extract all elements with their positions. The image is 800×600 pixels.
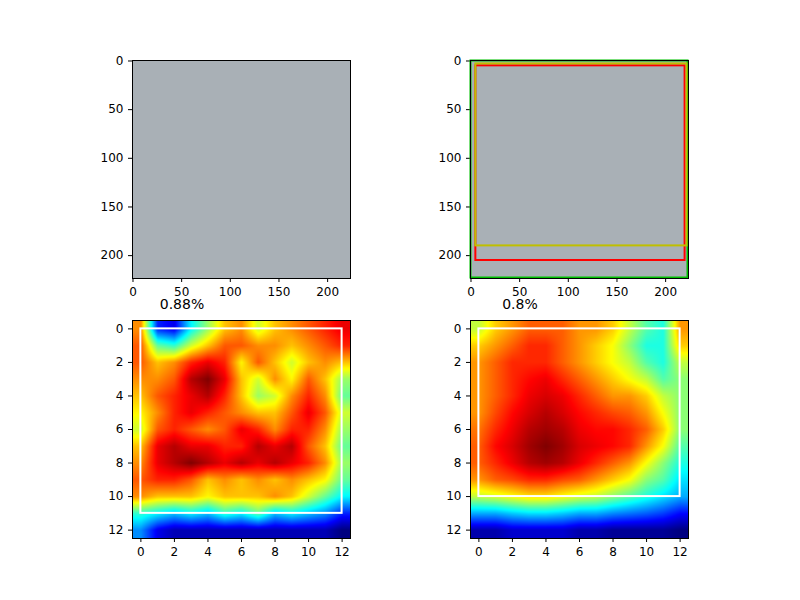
- svg-text:200: 200: [101, 248, 124, 262]
- svg-text:10: 10: [639, 545, 654, 559]
- svg-text:4: 4: [116, 389, 124, 403]
- svg-text:0: 0: [116, 54, 124, 68]
- svg-text:8: 8: [271, 545, 279, 559]
- svg-text:0: 0: [454, 322, 462, 336]
- svg-text:150: 150: [439, 200, 462, 214]
- svg-text:50: 50: [446, 102, 461, 116]
- svg-text:50: 50: [108, 102, 123, 116]
- svg-text:12: 12: [672, 545, 687, 559]
- svg-text:6: 6: [116, 422, 124, 436]
- svg-text:200: 200: [654, 285, 677, 299]
- svg-text:2: 2: [454, 355, 462, 369]
- svg-text:12: 12: [108, 523, 123, 537]
- svg-text:150: 150: [268, 285, 291, 299]
- svg-text:2: 2: [509, 545, 517, 559]
- svg-text:0: 0: [137, 545, 145, 559]
- html-text:0.8%: 0.8%: [502, 296, 538, 312]
- svg-text:0: 0: [454, 54, 462, 68]
- svg-text:12: 12: [446, 523, 461, 537]
- svg-text:100: 100: [219, 285, 242, 299]
- svg-text:0: 0: [116, 322, 124, 336]
- svg-text:8: 8: [454, 456, 462, 470]
- svg-text:6: 6: [238, 545, 246, 559]
- svg-text:10: 10: [108, 489, 123, 503]
- svg-text:8: 8: [609, 545, 617, 559]
- svg-text:6: 6: [454, 422, 462, 436]
- svg-text:150: 150: [606, 285, 629, 299]
- svg-text:4: 4: [542, 545, 550, 559]
- svg-text:4: 4: [204, 545, 212, 559]
- svg-text:100: 100: [101, 151, 124, 165]
- svg-text:2: 2: [116, 355, 124, 369]
- svg-text:100: 100: [439, 151, 462, 165]
- svg-text:10: 10: [301, 545, 316, 559]
- svg-text:150: 150: [101, 200, 124, 214]
- svg-text:100: 100: [557, 285, 580, 299]
- svg-text:4: 4: [454, 389, 462, 403]
- svg-text:10: 10: [446, 489, 461, 503]
- svg-text:50: 50: [174, 285, 190, 299]
- svg-text:0: 0: [475, 545, 483, 559]
- svg-text:2: 2: [171, 545, 179, 559]
- svg-text:0: 0: [467, 285, 475, 299]
- svg-text:6: 6: [576, 545, 584, 559]
- svg-text:50: 50: [512, 285, 528, 299]
- html-text:0.88%: 0.88%: [159, 296, 205, 312]
- svg-text:8: 8: [116, 456, 124, 470]
- svg-text:0: 0: [129, 285, 137, 299]
- svg-text:12: 12: [334, 545, 349, 559]
- svg-text:200: 200: [316, 285, 339, 299]
- svg-text:200: 200: [439, 248, 462, 262]
